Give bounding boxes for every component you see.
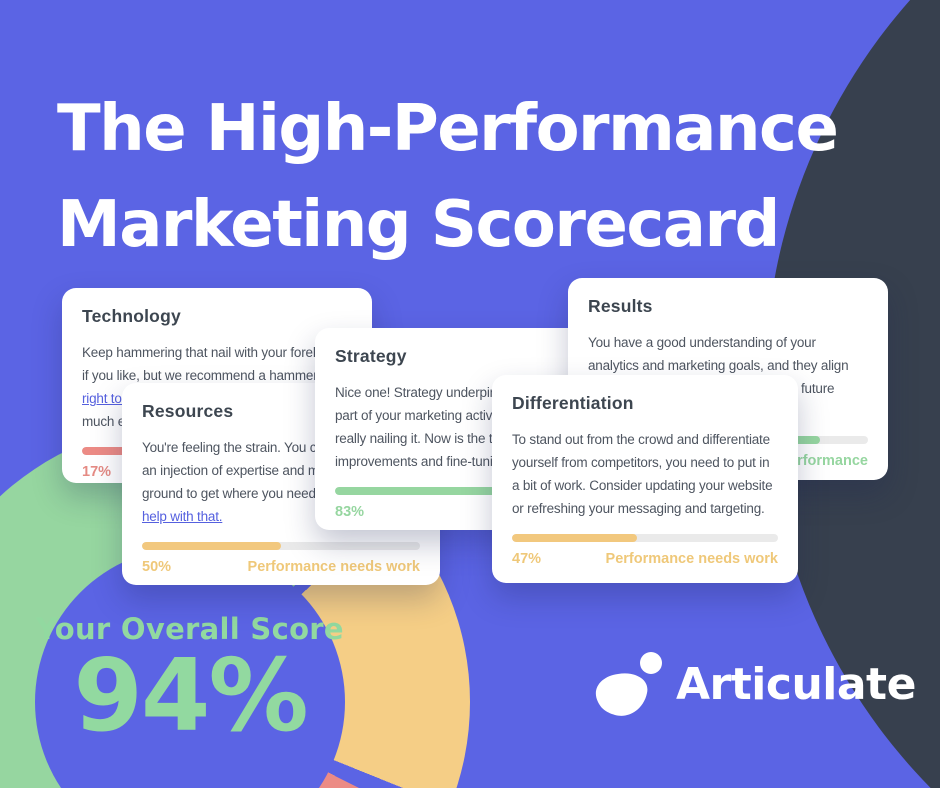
articulate-logo-text: Articulate [676,658,916,710]
card-differentiation: Differentiation To stand out from the cr… [492,375,798,583]
card-technology-text-line: Keep hammering that nail with your foreh… [82,345,346,360]
strategy-score-label: 83% [335,504,365,520]
card-results-text-line: You have a good understanding of your [588,335,816,350]
differentiation-status-label: Performance needs work [605,551,778,567]
card-strategy-text-line: improvements and fine-tuning. [335,454,511,469]
card-differentiation-text-line: or refreshing your messaging and targeti… [512,501,765,516]
overall-score-value: 94% [73,637,308,754]
help-with-that-link[interactable]: help with that. [142,509,223,524]
page-title-line2: Marketing Scorecard [57,187,780,262]
differentiation-progress-fill [512,534,638,542]
page-title-line1: The High-Performance [57,91,839,166]
card-differentiation-text-line: a bit of work. Consider updating your we… [512,478,773,493]
technology-progress-fill [82,447,128,455]
strategy-progress-fill [335,487,572,495]
card-strategy-title: Strategy [335,346,407,366]
differentiation-score-label: 47% [512,551,542,567]
page-title: The High-Performance Marketing Scorecard [57,81,839,273]
card-differentiation-text-line: To stand out from the crowd and differen… [512,432,770,447]
overall-score-label: Your Overall Score [36,612,344,646]
resources-score-label: 50% [142,559,172,575]
technology-score-label: 17% [82,464,112,480]
card-resources-title: Resources [142,401,234,421]
card-differentiation-text-line: yourself from competitors, you need to p… [512,455,770,470]
overall-score: Your Overall Score 94% [20,612,360,748]
resources-progress-fill [142,542,281,550]
resources-progress-track [142,542,420,550]
card-results-text-line: analytics and marketing goals, and they … [588,358,849,373]
strategy-progress-track [335,487,620,495]
articulate-logo-icon [595,652,662,716]
articulate-logo: Articulate [588,646,916,722]
card-differentiation-title: Differentiation [512,393,634,413]
donut-hole [35,547,345,788]
card-resources-text-line: help with that. [142,505,420,528]
differentiation-progress-track [512,534,778,542]
resources-status-label: Performance needs work [247,559,420,575]
card-technology-text-line: if you like, but we recommend a hammer. … [82,368,347,383]
card-results-title: Results [588,296,653,316]
card-technology-title: Technology [82,306,181,326]
